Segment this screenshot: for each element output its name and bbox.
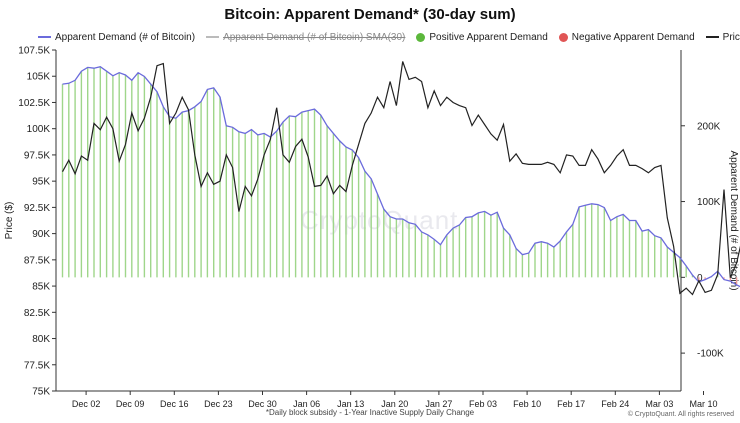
y-left-tick-label: 82.5K — [24, 308, 50, 319]
y-left-axis-title: Price ($) — [4, 202, 15, 240]
legend-item-positive[interactable]: Positive Apparent Demand — [416, 31, 548, 43]
chart-title: Bitcoin: Apparent Demand* (30-day sum) — [224, 6, 516, 23]
y-right-tick-label: -100K — [697, 349, 724, 360]
x-tick-label: Jan 20 — [381, 399, 408, 409]
copyright: © CryptoQuant. All rights reserved — [627, 411, 734, 418]
y-left-tick-label: 107.5K — [18, 46, 50, 57]
y-left-tick-label: 92.5K — [24, 203, 50, 214]
y-left-tick-label: 105K — [27, 72, 51, 83]
footnote: *Daily block subsidy - 1-Year Inactive S… — [265, 408, 475, 417]
legend-demand-label: Apparent Demand (# of Bitcoin) — [55, 31, 196, 43]
legend-item-price[interactable]: Price — [705, 31, 740, 43]
legend-price-label: Price — [722, 31, 740, 43]
legend-sma-line-icon — [206, 36, 220, 38]
y-right-axis-title: Apparent Demand (# of Bitcoin) — [728, 150, 739, 290]
legend-positive-label: Positive Apparent Demand — [429, 31, 548, 43]
x-tick-label: Mar 10 — [689, 399, 717, 409]
apparent-demand-line — [62, 65, 740, 288]
legend-item-demand[interactable]: Apparent Demand (# of Bitcoin) — [38, 32, 195, 43]
watermark: CryptoQuant — [300, 205, 459, 235]
y-left-tick-label: 80K — [32, 334, 50, 345]
x-tick-label: Dec 02 — [72, 399, 101, 409]
y-left-tick-label: 90K — [32, 229, 50, 240]
legend-sma-label: Apparent Demand (# of Bitcoin) SMA(30) — [223, 31, 406, 43]
y-left-tick-label: 97.5K — [24, 150, 50, 161]
y-right-tick-label: 100K — [697, 197, 721, 208]
y-left-tick-label: 77.5K — [24, 360, 50, 371]
x-tick-label: Jan 06 — [293, 399, 320, 409]
x-tick-label: Feb 17 — [557, 399, 585, 409]
y-left-tick-label: 102.5K — [18, 98, 50, 109]
x-tick-label: Dec 09 — [116, 399, 145, 409]
y-left-tick-label: 87.5K — [24, 255, 50, 266]
x-tick-label: Feb 24 — [601, 399, 629, 409]
x-tick-label: Feb 10 — [513, 399, 541, 409]
legend-demand-line-icon — [38, 36, 51, 38]
x-tick-label: Dec 16 — [160, 399, 189, 409]
x-tick-label: Mar 03 — [645, 399, 673, 409]
y-left-tick-label: 75K — [32, 387, 50, 398]
legend-item-negative[interactable]: Negative Apparent Demand — [558, 31, 695, 43]
legend-negative-dot-icon — [558, 32, 568, 42]
x-tick-label: Dec 30 — [248, 399, 277, 409]
y-right-tick-label: 0 — [697, 273, 703, 284]
x-tick-label: Feb 03 — [469, 399, 497, 409]
legend: Apparent Demand (# of Bitcoin) Apparent … — [38, 30, 740, 44]
legend-positive-dot-icon — [416, 32, 426, 42]
y-left-tick-label: 85K — [32, 282, 50, 293]
x-tick-label: Jan 13 — [337, 399, 364, 409]
x-tick-label: Dec 23 — [204, 399, 233, 409]
y-left-tick-label: 95K — [32, 177, 50, 188]
legend-price-line-icon — [705, 36, 719, 38]
legend-item-sma[interactable]: Apparent Demand (# of Bitcoin) SMA(30) — [206, 32, 405, 43]
x-tick-label: Jan 27 — [425, 399, 452, 409]
legend-negative-label: Negative Apparent Demand — [571, 31, 695, 43]
price-line — [61, 61, 740, 296]
y-left-tick-label: 100K — [27, 124, 51, 135]
y-right-tick-label: 200K — [697, 121, 721, 132]
